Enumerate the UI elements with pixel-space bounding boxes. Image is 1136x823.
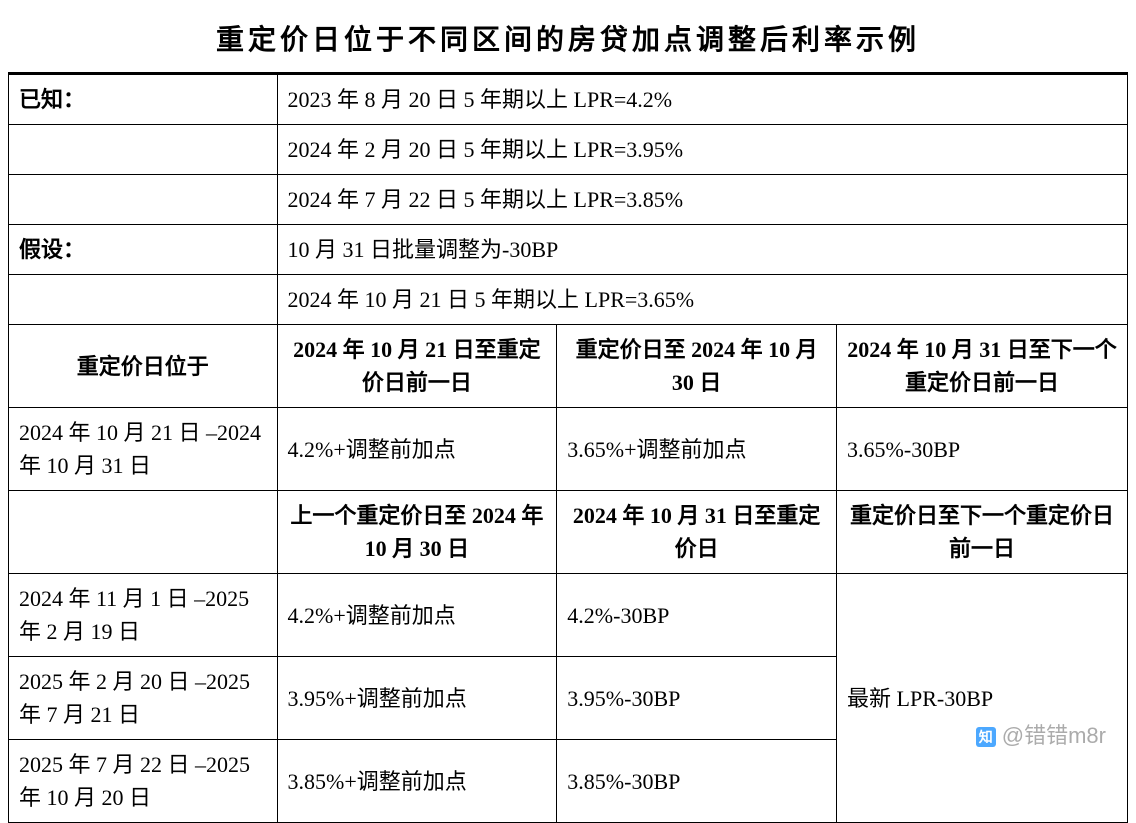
known-label: 已知： (9, 75, 278, 125)
s2-header-empty (9, 491, 278, 574)
s2-row2-c3: 3.95%-30BP (557, 657, 837, 740)
s2-header-c4: 重定价日至下一个重定价日前一日 (837, 491, 1128, 574)
assume-label: 假设： (9, 225, 278, 275)
known-row-3: 2024 年 7 月 22 日 5 年期以上 LPR=3.85% (277, 175, 1127, 225)
table-title: 重定价日位于不同区间的房贷加点调整后利率示例 (8, 8, 1128, 74)
s1-row1-c4: 3.65%-30BP (837, 408, 1128, 491)
s1-header-c4: 2024 年 10 月 31 日至下一个重定价日前一日 (837, 325, 1128, 408)
s2-row2-c1: 2025 年 2 月 20 日 –2025 年 7 月 21 日 (9, 657, 278, 740)
s2-row1-c1: 2024 年 11 月 1 日 –2025 年 2 月 19 日 (9, 574, 278, 657)
s1-header-c1: 重定价日位于 (9, 325, 278, 408)
watermark: 知 @错错m8r (976, 718, 1106, 750)
empty-cell (9, 275, 278, 325)
s2-row1-c2: 4.2%+调整前加点 (277, 574, 557, 657)
s2-row3-c1: 2025 年 7 月 22 日 –2025 年 10 月 20 日 (9, 740, 278, 823)
s1-header-c2: 2024 年 10 月 21 日至重定价日前一日 (277, 325, 557, 408)
s2-row1-c3: 4.2%-30BP (557, 574, 837, 657)
zhihu-icon: 知 (976, 727, 996, 747)
assume-row-1: 10 月 31 日批量调整为-30BP (277, 225, 1127, 275)
known-row-2: 2024 年 2 月 20 日 5 年期以上 LPR=3.95% (277, 125, 1127, 175)
s2-row2-c2: 3.95%+调整前加点 (277, 657, 557, 740)
s1-header-c3: 重定价日至 2024 年 10 月 30 日 (557, 325, 837, 408)
s2-header-c2: 上一个重定价日至 2024 年 10 月 30 日 (277, 491, 557, 574)
empty-cell (9, 125, 278, 175)
empty-cell (9, 175, 278, 225)
s2-header-c3: 2024 年 10 月 31 日至重定价日 (557, 491, 837, 574)
s1-row1-c1: 2024 年 10 月 21 日 –2024 年 10 月 31 日 (9, 408, 278, 491)
s2-merged-c4: 最新 LPR-30BP (837, 574, 1128, 823)
s1-row1-c3: 3.65%+调整前加点 (557, 408, 837, 491)
assume-row-2: 2024 年 10 月 21 日 5 年期以上 LPR=3.65% (277, 275, 1127, 325)
watermark-text: @错错m8r (1002, 723, 1106, 748)
s1-row1-c2: 4.2%+调整前加点 (277, 408, 557, 491)
known-row-1: 2023 年 8 月 20 日 5 年期以上 LPR=4.2% (277, 75, 1127, 125)
s2-row3-c3: 3.85%-30BP (557, 740, 837, 823)
s2-row3-c2: 3.85%+调整前加点 (277, 740, 557, 823)
main-table: 已知： 2023 年 8 月 20 日 5 年期以上 LPR=4.2% 2024… (8, 74, 1128, 823)
